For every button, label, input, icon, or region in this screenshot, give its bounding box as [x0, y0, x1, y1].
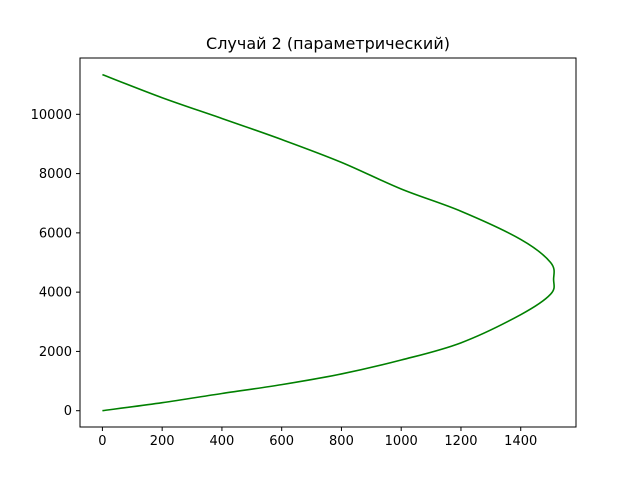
x-tick-label: 0	[98, 434, 106, 449]
x-tick-label: 1400	[504, 434, 537, 449]
series-group	[102, 73, 555, 412]
y-axis-ticks: 0 2000 4000 6000 8000 10000	[31, 108, 80, 419]
y-tick-label: 6000	[39, 226, 72, 241]
y-tick-label: 8000	[39, 167, 72, 182]
y-tick-label: 10000	[31, 108, 72, 123]
x-tick-label: 200	[150, 434, 175, 449]
chart-title: Случай 2 (параметрический)	[206, 34, 450, 53]
x-tick-label: 1000	[385, 434, 418, 449]
y-tick-label: 4000	[39, 286, 72, 301]
y-tick-label: 2000	[39, 345, 72, 360]
series-line-0	[102, 73, 555, 412]
x-tick-label: 600	[269, 434, 294, 449]
y-tick-label: 0	[64, 404, 72, 419]
x-tick-label: 400	[210, 434, 235, 449]
x-axis-ticks: 0 200 400 600 800 1000 1200 1400	[98, 427, 537, 449]
x-tick-label: 800	[329, 434, 354, 449]
x-tick-label: 1200	[444, 434, 477, 449]
plot-frame	[79, 57, 577, 428]
